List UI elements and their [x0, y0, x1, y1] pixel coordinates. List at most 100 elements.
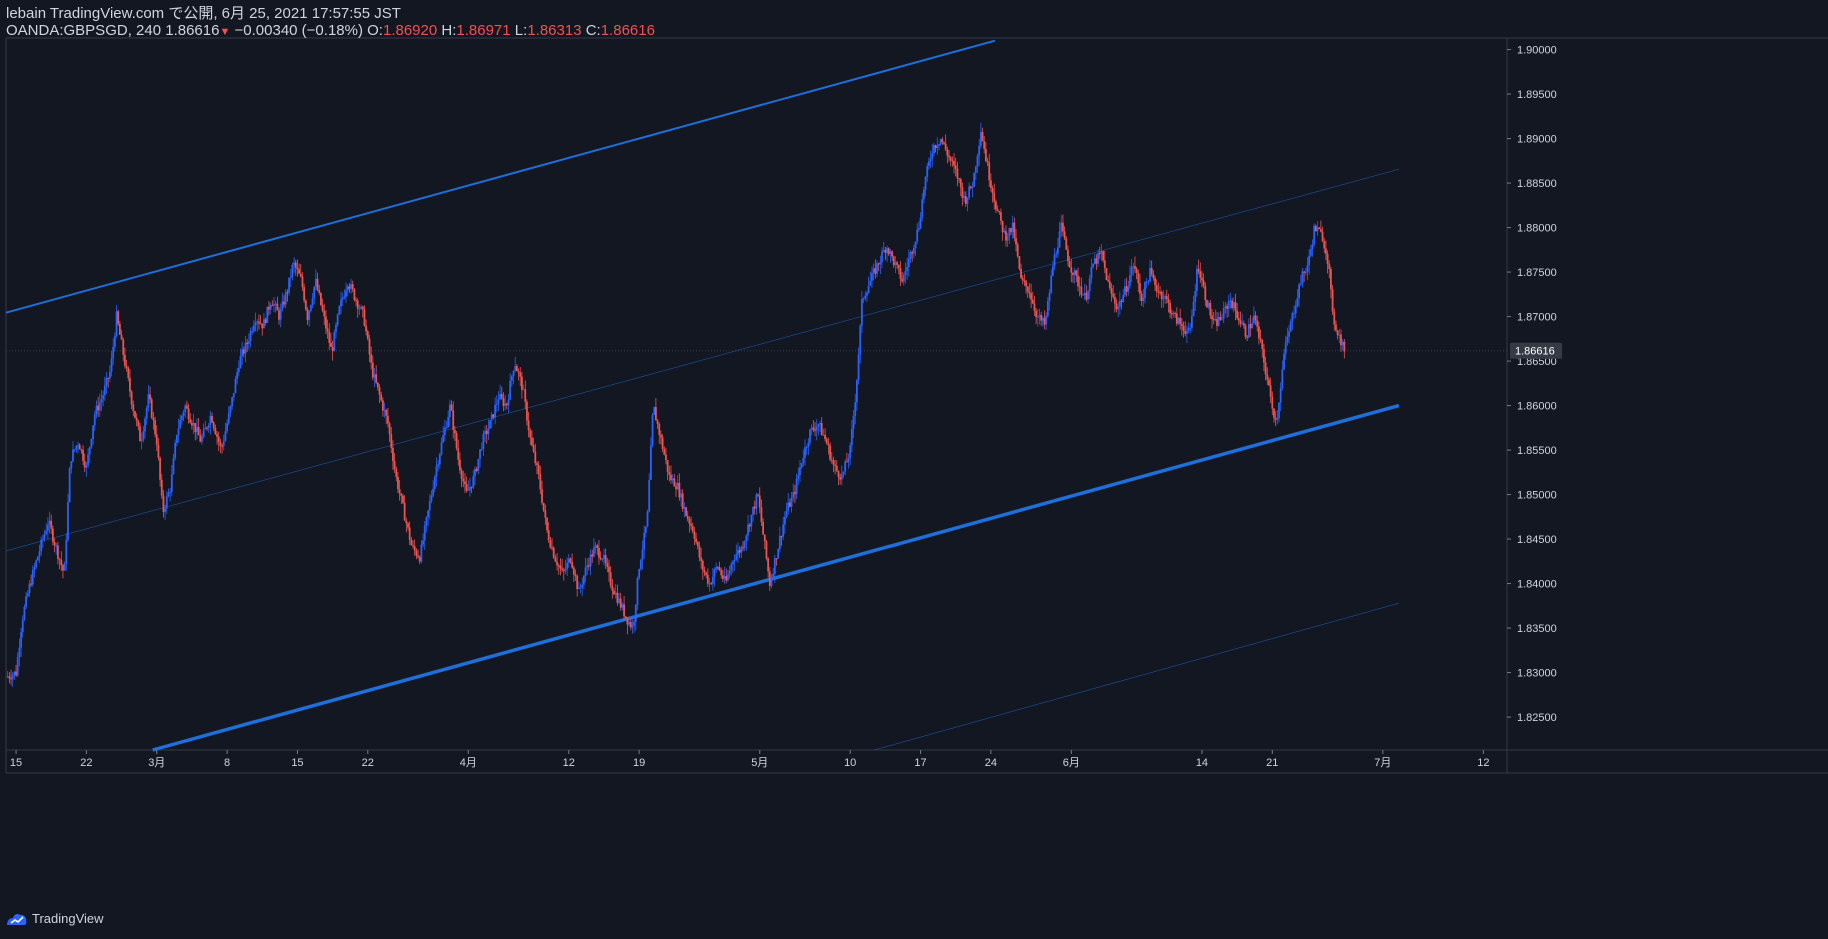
- candle-body: [298, 269, 301, 274]
- candle-body: [1298, 284, 1300, 299]
- candle: [361, 305, 364, 318]
- candle: [944, 134, 947, 152]
- candle-body: [567, 558, 570, 563]
- candle-body: [1278, 402, 1280, 419]
- candle-body: [790, 497, 793, 507]
- candle-body: [928, 161, 930, 166]
- candle-body: [1000, 212, 1002, 221]
- candle-body: [510, 376, 513, 381]
- candle: [214, 424, 217, 436]
- candle: [137, 419, 140, 431]
- candle: [770, 573, 773, 589]
- candle: [150, 397, 153, 420]
- candle: [1209, 299, 1212, 320]
- candle-body: [845, 461, 848, 463]
- candle: [1113, 292, 1116, 313]
- candle: [571, 553, 574, 569]
- candle-body: [948, 155, 950, 158]
- candle: [928, 157, 930, 170]
- candle: [1242, 320, 1245, 329]
- candle: [477, 458, 480, 475]
- candle: [792, 483, 795, 502]
- candle: [1095, 254, 1098, 271]
- candle: [1283, 349, 1285, 371]
- candle: [45, 523, 48, 536]
- candle: [450, 400, 453, 412]
- candle: [802, 449, 805, 467]
- candle-body: [988, 162, 991, 181]
- candle: [943, 141, 945, 145]
- candle-body: [820, 423, 823, 436]
- candle: [1118, 291, 1121, 315]
- candle-body: [1175, 313, 1178, 324]
- candle: [1072, 272, 1074, 283]
- candle: [1244, 323, 1247, 340]
- candle-body: [132, 404, 135, 412]
- candle: [162, 490, 165, 518]
- candle: [1157, 282, 1160, 299]
- candle-body: [1144, 282, 1146, 298]
- candle-body: [696, 542, 699, 547]
- candle-body: [95, 405, 98, 415]
- candle-body: [856, 380, 858, 403]
- candle: [1013, 217, 1016, 242]
- candle: [1174, 311, 1177, 318]
- candle-body: [651, 414, 654, 446]
- candle-body: [681, 493, 684, 509]
- candle-body: [1179, 317, 1182, 324]
- candle: [371, 355, 374, 381]
- candle: [467, 480, 470, 492]
- candle: [82, 445, 84, 465]
- candle: [869, 271, 872, 286]
- candle: [933, 142, 935, 157]
- candle: [552, 546, 555, 559]
- candle: [1010, 227, 1012, 235]
- candle: [343, 289, 346, 300]
- time-tick-label: 24: [985, 757, 997, 769]
- candle-body: [50, 520, 53, 529]
- candle: [1217, 312, 1220, 327]
- candle: [25, 591, 27, 610]
- candle: [224, 422, 227, 442]
- candle: [410, 537, 413, 546]
- candle: [485, 425, 488, 444]
- candle: [50, 514, 53, 535]
- candle: [48, 511, 51, 534]
- candle: [675, 482, 677, 497]
- time-tick-label: 7月: [1374, 757, 1391, 769]
- candle-body: [524, 389, 527, 402]
- candle: [623, 595, 625, 621]
- candle: [1294, 300, 1297, 319]
- candle: [462, 470, 465, 488]
- candle-body: [1100, 251, 1103, 254]
- candle-body: [1108, 281, 1111, 289]
- candle-body: [283, 301, 285, 305]
- candle-body: [273, 304, 275, 306]
- candle-body: [507, 399, 510, 406]
- candle: [52, 525, 54, 546]
- candle-body: [1326, 253, 1329, 264]
- candle: [531, 430, 533, 447]
- candle-body: [847, 458, 850, 462]
- candle: [1097, 249, 1099, 268]
- candle-body: [817, 424, 820, 427]
- candle-body: [437, 464, 440, 467]
- high-value: 1.86971: [456, 22, 511, 39]
- candle-body: [1038, 315, 1041, 317]
- candle: [428, 494, 431, 520]
- candle: [217, 431, 220, 451]
- candles: [6, 122, 1346, 687]
- candle-body: [202, 429, 205, 438]
- candle-body: [1031, 299, 1034, 304]
- candle-body: [591, 554, 594, 557]
- candle-body: [475, 468, 478, 471]
- candle: [688, 516, 691, 533]
- candle: [202, 423, 205, 439]
- candle-body: [995, 201, 997, 210]
- tradingview-brand[interactable]: TradingView: [6, 911, 104, 926]
- candle-body: [604, 555, 607, 564]
- candle: [621, 602, 624, 611]
- candle: [1236, 303, 1239, 321]
- candle-body: [1026, 286, 1029, 292]
